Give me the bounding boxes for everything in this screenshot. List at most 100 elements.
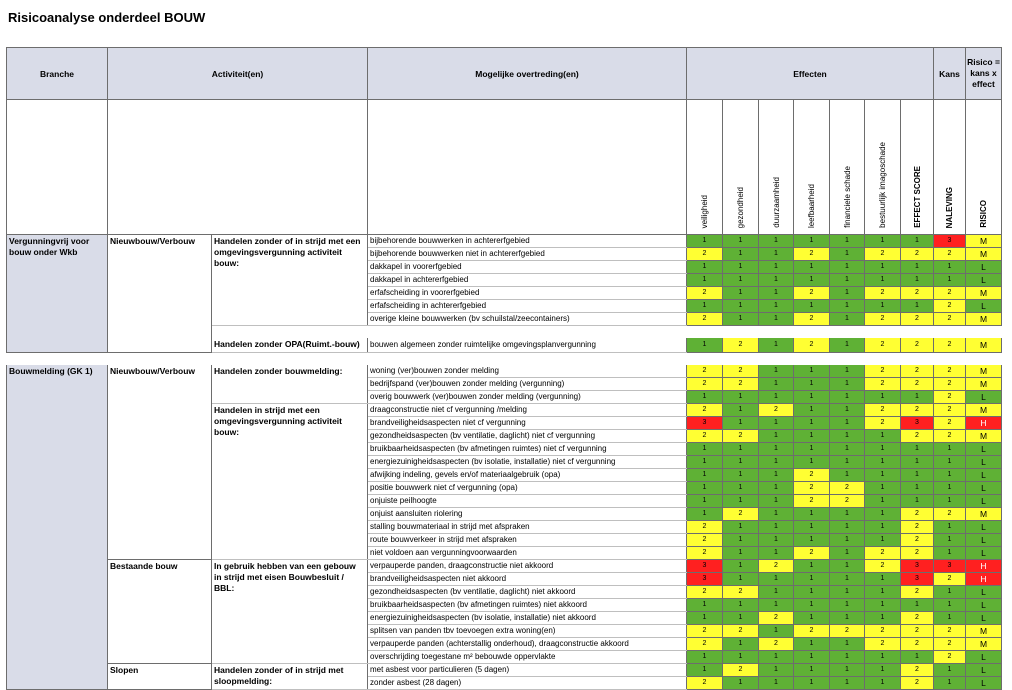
effect-cell: 2 xyxy=(686,533,723,547)
effect-cell: 1 xyxy=(829,663,865,677)
effect-cell: 2 xyxy=(864,403,901,417)
effect-cell: 1 xyxy=(686,299,723,313)
violation-cell: dakkapel in achtererfgebied xyxy=(367,273,687,287)
effect-score-cell: 2 xyxy=(900,365,934,378)
table-row: Slopen Handelen zonder of in strijd met s… xyxy=(7,663,1002,690)
effect-cell: 1 xyxy=(829,234,865,248)
effect-cell: 1 xyxy=(686,468,723,482)
risk-cell: L xyxy=(965,455,1002,469)
effect-cell: 1 xyxy=(722,455,759,469)
effect-cell: 1 xyxy=(722,598,759,612)
effect-cell: 1 xyxy=(758,260,794,274)
risk-cell: M xyxy=(965,377,1002,391)
effect-cell: 2 xyxy=(686,637,723,651)
effect-score-cell: 1 xyxy=(900,455,934,469)
table-row: brandveiligheidsaspecten niet akkoord 3 1 1… xyxy=(7,572,1002,586)
effect-cell: 1 xyxy=(793,273,830,287)
header-effect-3-label: leefbaarheid xyxy=(807,183,816,228)
effect-cell: 1 xyxy=(864,611,901,625)
naleving-cell: 1 xyxy=(933,273,966,287)
effect-cell: 2 xyxy=(758,637,794,651)
naleving-cell: 1 xyxy=(933,442,966,456)
effect-cell: 1 xyxy=(686,481,723,495)
effect-cell: 1 xyxy=(758,299,794,313)
effect-cell: 1 xyxy=(722,546,759,560)
effect-cell: 2 xyxy=(864,416,901,430)
effect-cell: 1 xyxy=(829,260,865,274)
effect-cell: 1 xyxy=(829,286,865,300)
violation-cell: verpauperde panden (achterstallig onderh… xyxy=(367,637,687,651)
naleving-cell: 1 xyxy=(933,676,966,690)
violation-cell: gezondheidsaspecten (bv ventilatie, dagl… xyxy=(367,585,687,599)
table-row: dakkapel in voorerfgebied 1 1 1 1 1 1 1 1 L xyxy=(7,260,1002,274)
effect-score-cell: 1 xyxy=(900,468,934,482)
effect-score-cell: 2 xyxy=(900,403,934,417)
effect-cell: 2 xyxy=(793,481,830,495)
effect-cell: 1 xyxy=(722,312,759,326)
effect-cell: 2 xyxy=(758,611,794,625)
effect-cell: 2 xyxy=(686,365,723,378)
effect-score-cell: 2 xyxy=(900,533,934,547)
effect-cell: 2 xyxy=(722,585,759,599)
risk-cell: M xyxy=(965,338,1002,353)
naleving-cell: 1 xyxy=(933,494,966,508)
effect-cell: 1 xyxy=(864,598,901,612)
violation-cell: splitsen van panden tbv toevoegen extra … xyxy=(367,624,687,638)
naleving-cell: 1 xyxy=(933,468,966,482)
table-row: Handelen in strijd met een omgevingsverg… xyxy=(7,403,1002,560)
effect-cell: 1 xyxy=(722,442,759,456)
effect-cell: 1 xyxy=(864,234,901,248)
effect-cell: 1 xyxy=(758,481,794,495)
violation-cell: draagconstructie niet cf vergunning /mel… xyxy=(367,403,687,417)
effect-cell: 1 xyxy=(758,377,794,391)
effect-score-cell: 1 xyxy=(900,260,934,274)
risk-cell: M xyxy=(965,312,1002,326)
subcategory-cell: Nieuwbouw/Verbouw xyxy=(107,234,212,353)
spacer-cell xyxy=(6,352,1002,365)
effect-cell: 1 xyxy=(758,585,794,599)
effect-cell: 1 xyxy=(793,611,830,625)
naleving-cell: 2 xyxy=(933,416,966,430)
effect-cell: 1 xyxy=(758,676,794,690)
effect-cell: 1 xyxy=(829,338,865,353)
violation-cell: energiezuinigheidsaspecten (bv isolatie,… xyxy=(367,611,687,625)
naleving-cell: 3 xyxy=(933,234,966,248)
section-spacer xyxy=(6,352,1002,365)
effect-cell: 1 xyxy=(722,390,759,404)
table-row: bruikbaarheidsaspecten (bv afmetingen ru… xyxy=(7,442,1002,456)
naleving-cell: 2 xyxy=(933,650,966,664)
violation-cell: met asbest voor particulieren (5 dagen) xyxy=(367,663,687,677)
naleving-cell: 2 xyxy=(933,507,966,521)
effect-cell: 1 xyxy=(722,494,759,508)
header-effect-2-label: duurzaamheid xyxy=(771,177,781,228)
effect-cell: 2 xyxy=(864,312,901,326)
effect-cell: 1 xyxy=(758,598,794,612)
effect-score-cell: 2 xyxy=(900,507,934,521)
risk-cell: L xyxy=(965,585,1002,599)
effect-cell: 1 xyxy=(722,520,759,534)
effect-cell: 1 xyxy=(793,585,830,599)
effect-cell: 1 xyxy=(829,403,865,417)
effect-score-cell: 2 xyxy=(900,338,934,353)
effect-cell: 2 xyxy=(793,494,830,508)
effect-cell: 1 xyxy=(793,520,830,534)
effect-cell: 1 xyxy=(758,494,794,508)
effect-cell: 1 xyxy=(758,312,794,326)
risk-cell: H xyxy=(965,416,1002,430)
effect-cell: 1 xyxy=(686,611,723,625)
table-row: dakkapel in achtererfgebied 1 1 1 1 1 1 1 1 L xyxy=(7,273,1002,287)
effect-cell: 1 xyxy=(829,377,865,391)
violation-cell: bruikbaarheidsaspecten (bv afmetingen ru… xyxy=(367,442,687,456)
effect-cell: 1 xyxy=(793,416,830,430)
effect-cell: 1 xyxy=(758,338,794,353)
violation-cell: bruikbaarheidsaspecten (bv afmetingen ru… xyxy=(367,598,687,612)
effect-cell: 1 xyxy=(758,416,794,430)
effect-score-cell: 2 xyxy=(900,247,934,261)
effect-cell: 1 xyxy=(722,572,759,586)
risk-cell: L xyxy=(965,390,1002,404)
effect-cell: 2 xyxy=(793,624,830,638)
effect-cell: 2 xyxy=(864,637,901,651)
effect-cell: 1 xyxy=(722,260,759,274)
effect-cell: 1 xyxy=(793,533,830,547)
effect-cell: 2 xyxy=(722,507,759,521)
